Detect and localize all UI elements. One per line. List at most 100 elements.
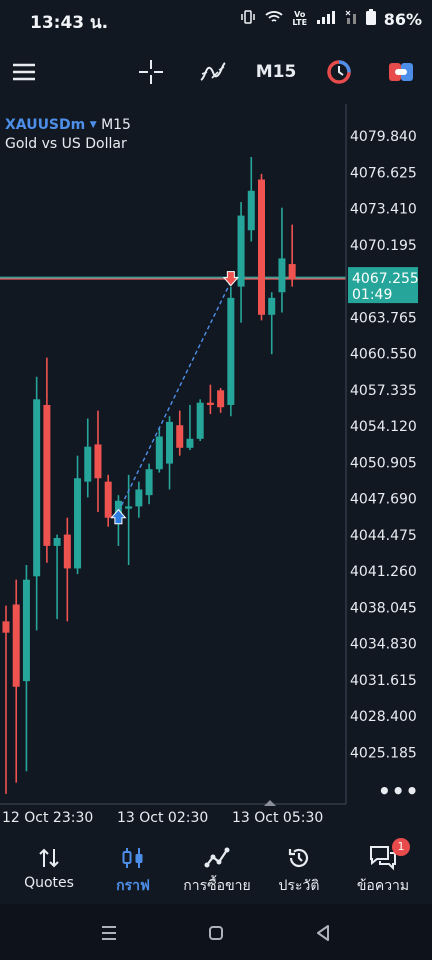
- candle-body: [237, 215, 245, 287]
- y-tick-label: 4073.410: [350, 202, 417, 218]
- recent-apps-icon: [102, 926, 116, 940]
- home-button[interactable]: [201, 918, 231, 948]
- indicators-button[interactable]: [194, 52, 232, 92]
- y-tick-label: 4057.335: [350, 383, 417, 399]
- nav-trade[interactable]: การซื้อขาย: [173, 844, 261, 897]
- trade-icon: [204, 847, 230, 868]
- y-tick-label: 4070.195: [350, 238, 417, 254]
- y-tick-label: 4041.260: [350, 564, 417, 580]
- sell-exit-marker[interactable]: [222, 271, 239, 287]
- candle-body: [104, 481, 112, 518]
- candle-body: [268, 297, 276, 315]
- candle-body: [12, 604, 20, 687]
- chart-canvas[interactable]: 4079.840 4076.625 4073.410 4070.195 4063.765…: [0, 104, 432, 832]
- y-tick-label: 4031.615: [350, 673, 417, 689]
- candle-body: [145, 469, 153, 496]
- status-bar: 13:43 น. Vo LTE 86%: [0, 0, 432, 40]
- battery-icon: [365, 9, 376, 29]
- candle-body: [84, 446, 92, 482]
- candle-body: [53, 537, 61, 546]
- vibrate-icon: [240, 9, 256, 29]
- quotes-icon: [39, 848, 59, 868]
- candle-body: [43, 404, 51, 546]
- candle-body: [227, 297, 235, 405]
- scroll-handle[interactable]: [264, 800, 276, 806]
- home-icon: [209, 926, 223, 940]
- candle-body: [176, 425, 184, 448]
- candle-body: [2, 621, 10, 633]
- y-tick-label: 4047.690: [350, 492, 417, 508]
- y-tick-label: 4060.550: [350, 347, 417, 363]
- system-navigation: [0, 904, 432, 960]
- battery-level: 86%: [383, 9, 422, 29]
- candle-body: [166, 421, 174, 464]
- current-price-box: [348, 267, 418, 304]
- candle-body: [196, 402, 204, 439]
- chart-candles-icon: [122, 848, 143, 868]
- one-click-trading-icon: [327, 60, 351, 84]
- status-icons: Vo LTE 86%: [240, 9, 422, 29]
- y-tick-label: 4028.400: [350, 709, 417, 725]
- candle-body: [217, 390, 225, 408]
- candle-body: [135, 489, 143, 507]
- wifi-icon: [264, 9, 284, 29]
- candle-body: [125, 506, 133, 509]
- nav-chart-label: กราฟ: [116, 878, 150, 894]
- messages-icon: [370, 846, 396, 871]
- candle-body: [74, 478, 82, 569]
- buy-entry-marker[interactable]: [110, 508, 127, 525]
- new-order-icon: [389, 63, 413, 81]
- candle-body: [247, 190, 255, 231]
- nav-chart[interactable]: กราฟ: [90, 844, 176, 897]
- menu-button[interactable]: [6, 52, 42, 92]
- price-chart[interactable]: 4079.840 4076.625 4073.410 4070.195 4063.765…: [0, 104, 432, 832]
- nav-messages[interactable]: 1 ข้อความ: [340, 838, 426, 897]
- timeframe-button[interactable]: M15: [254, 52, 298, 92]
- trade-connector: [117, 281, 232, 512]
- nav-history-label: ประวัติ: [278, 878, 320, 894]
- nav-trade-label: การซื้อขาย: [183, 878, 251, 894]
- candle-body: [63, 534, 71, 569]
- symbol-description: Gold vs US Dollar: [5, 136, 127, 152]
- nav-messages-label: ข้อความ: [356, 878, 410, 894]
- x-tick-label: 13 Oct 02:30: [117, 810, 208, 826]
- y-tick-label: 4050.905: [350, 455, 417, 471]
- indicators-icon: [200, 62, 226, 81]
- nav-history[interactable]: ประวัติ: [256, 844, 342, 897]
- symbol-name[interactable]: XAUUSDm: [5, 117, 86, 133]
- nav-quotes[interactable]: Quotes: [6, 844, 92, 891]
- back-icon: [317, 925, 329, 941]
- symbol-dropdown-icon: ▼: [89, 120, 97, 130]
- y-tick-label: 4079.840: [350, 129, 417, 145]
- y-tick-label: 4044.475: [350, 528, 417, 544]
- chart-toolbar: M15: [0, 40, 432, 104]
- y-tick-label: 4034.830: [350, 637, 417, 653]
- y-tick-label: 4054.120: [350, 419, 417, 435]
- bottom-navigation: Quotes กราฟ การซื้อขาย ประวัติ 1 ข้อความ: [0, 834, 432, 904]
- messages-badge: 1: [392, 838, 410, 856]
- crosshair-icon: [139, 60, 163, 84]
- candle-body: [288, 264, 296, 279]
- y-tick-label: 4038.045: [350, 600, 417, 616]
- candle-countdown-label: 01:49: [352, 287, 392, 303]
- timeframe-label: M15: [255, 62, 297, 82]
- more-options-button[interactable]: •••: [378, 779, 420, 803]
- nav-quotes-label: Quotes: [24, 875, 74, 891]
- one-click-trading-button[interactable]: [320, 52, 358, 92]
- candle-body: [33, 399, 41, 577]
- y-tick-label: 4063.765: [350, 310, 417, 326]
- y-tick-label: 4076.625: [350, 165, 417, 181]
- recent-apps-button[interactable]: [94, 918, 124, 948]
- back-button[interactable]: [308, 918, 338, 948]
- y-tick-label: 4025.185: [350, 745, 417, 761]
- crosshair-button[interactable]: [132, 52, 170, 92]
- candle-body: [94, 444, 102, 479]
- symbol-timeframe: M15: [101, 117, 131, 133]
- candle-body: [206, 402, 214, 405]
- x-tick-label: 12 Oct 23:30: [2, 810, 93, 826]
- candle-body: [155, 436, 163, 470]
- new-order-button[interactable]: [382, 52, 420, 92]
- status-time: 13:43 น.: [30, 13, 109, 33]
- menu-icon: [13, 63, 35, 81]
- symbol-header: XAUUSDm ▼ M15: [5, 117, 131, 133]
